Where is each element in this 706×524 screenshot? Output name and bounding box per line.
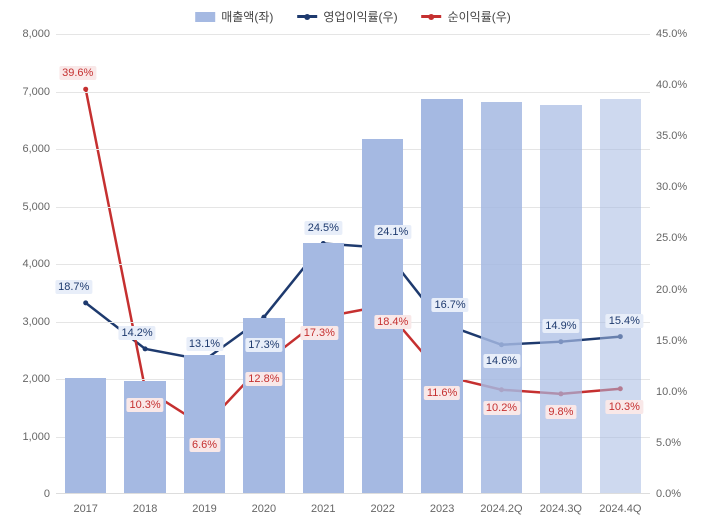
data-label: 9.8%	[545, 405, 576, 419]
data-label: 14.9%	[542, 319, 579, 333]
legend-label: 영업이익률(우)	[323, 8, 397, 25]
series-marker	[143, 346, 148, 351]
legend-item: 매출액(좌)	[195, 8, 273, 25]
x-tick-label: 2018	[133, 503, 157, 515]
gridline	[56, 92, 650, 93]
data-label: 10.2%	[483, 401, 520, 415]
series-marker	[83, 300, 88, 305]
data-label: 39.6%	[59, 66, 96, 80]
x-tick-label: 2017	[73, 503, 97, 515]
bar	[184, 355, 226, 493]
y-left-tick-label: 1,000	[8, 431, 50, 443]
y-left-tick-label: 3,000	[8, 316, 50, 328]
legend: 매출액(좌) 영업이익률(우) 순이익률(우)	[195, 8, 511, 25]
data-label: 13.1%	[186, 337, 223, 351]
data-label: 12.8%	[245, 372, 282, 386]
y-right-tick-label: 25.0%	[656, 232, 700, 244]
y-left-tick-label: 5,000	[8, 201, 50, 213]
x-tick-label: 2021	[311, 503, 335, 515]
combo-chart: 매출액(좌)영업이익률(우)순이익률(우) 01,0002,0003,0004,…	[0, 0, 706, 524]
legend-swatch-line	[297, 15, 317, 18]
data-label: 16.7%	[431, 298, 468, 312]
x-tick-label: 2019	[192, 503, 216, 515]
data-label: 10.3%	[606, 400, 643, 414]
data-label: 24.1%	[374, 225, 411, 239]
data-label: 6.6%	[189, 438, 220, 452]
x-tick-label: 2024.4Q	[599, 503, 641, 515]
y-left-tick-label: 4,000	[8, 258, 50, 270]
y-left-tick-label: 7,000	[8, 86, 50, 98]
y-left-tick-label: 8,000	[8, 28, 50, 40]
bar	[303, 243, 345, 493]
y-right-tick-label: 10.0%	[656, 386, 700, 398]
bar	[421, 99, 463, 493]
y-right-tick-label: 20.0%	[656, 284, 700, 296]
y-left-tick-label: 0	[8, 488, 50, 500]
data-label: 14.6%	[483, 354, 520, 368]
legend-marker	[304, 14, 310, 20]
data-label: 18.4%	[374, 315, 411, 329]
bar	[600, 99, 642, 493]
data-label: 15.4%	[606, 314, 643, 328]
x-tick-label: 2020	[252, 503, 276, 515]
y-right-tick-label: 5.0%	[656, 437, 700, 449]
plot-area: 01,0002,0003,0004,0005,0006,0007,0008,00…	[56, 34, 650, 494]
x-tick-label: 2023	[430, 503, 454, 515]
x-tick-label: 2024.2Q	[480, 503, 522, 515]
data-label: 10.3%	[126, 398, 163, 412]
gridline	[56, 34, 650, 35]
y-right-tick-label: 35.0%	[656, 130, 700, 142]
y-right-tick-label: 30.0%	[656, 181, 700, 193]
y-right-tick-label: 0.0%	[656, 488, 700, 500]
x-tick-label: 2024.3Q	[540, 503, 582, 515]
y-right-tick-label: 45.0%	[656, 28, 700, 40]
y-left-tick-label: 2,000	[8, 373, 50, 385]
legend-swatch-bar	[195, 12, 215, 22]
data-label: 14.2%	[118, 326, 155, 340]
data-label: 24.5%	[305, 221, 342, 235]
legend-label: 순이익률(우)	[448, 8, 511, 25]
legend-label: 매출액(좌)	[221, 8, 273, 25]
legend-marker	[429, 14, 435, 20]
legend-item: 순이익률(우)	[422, 8, 511, 25]
data-label: 11.6%	[424, 386, 460, 400]
bar	[481, 102, 523, 493]
x-tick-label: 2022	[370, 503, 394, 515]
bar	[65, 378, 107, 493]
data-label: 17.3%	[245, 338, 282, 352]
bar	[540, 105, 582, 493]
legend-swatch-line	[422, 15, 442, 18]
data-label: 18.7%	[55, 280, 92, 294]
y-right-tick-label: 15.0%	[656, 335, 700, 347]
y-left-tick-label: 6,000	[8, 143, 50, 155]
data-label: 17.3%	[301, 326, 338, 340]
y-right-tick-label: 40.0%	[656, 79, 700, 91]
legend-item: 영업이익률(우)	[297, 8, 397, 25]
